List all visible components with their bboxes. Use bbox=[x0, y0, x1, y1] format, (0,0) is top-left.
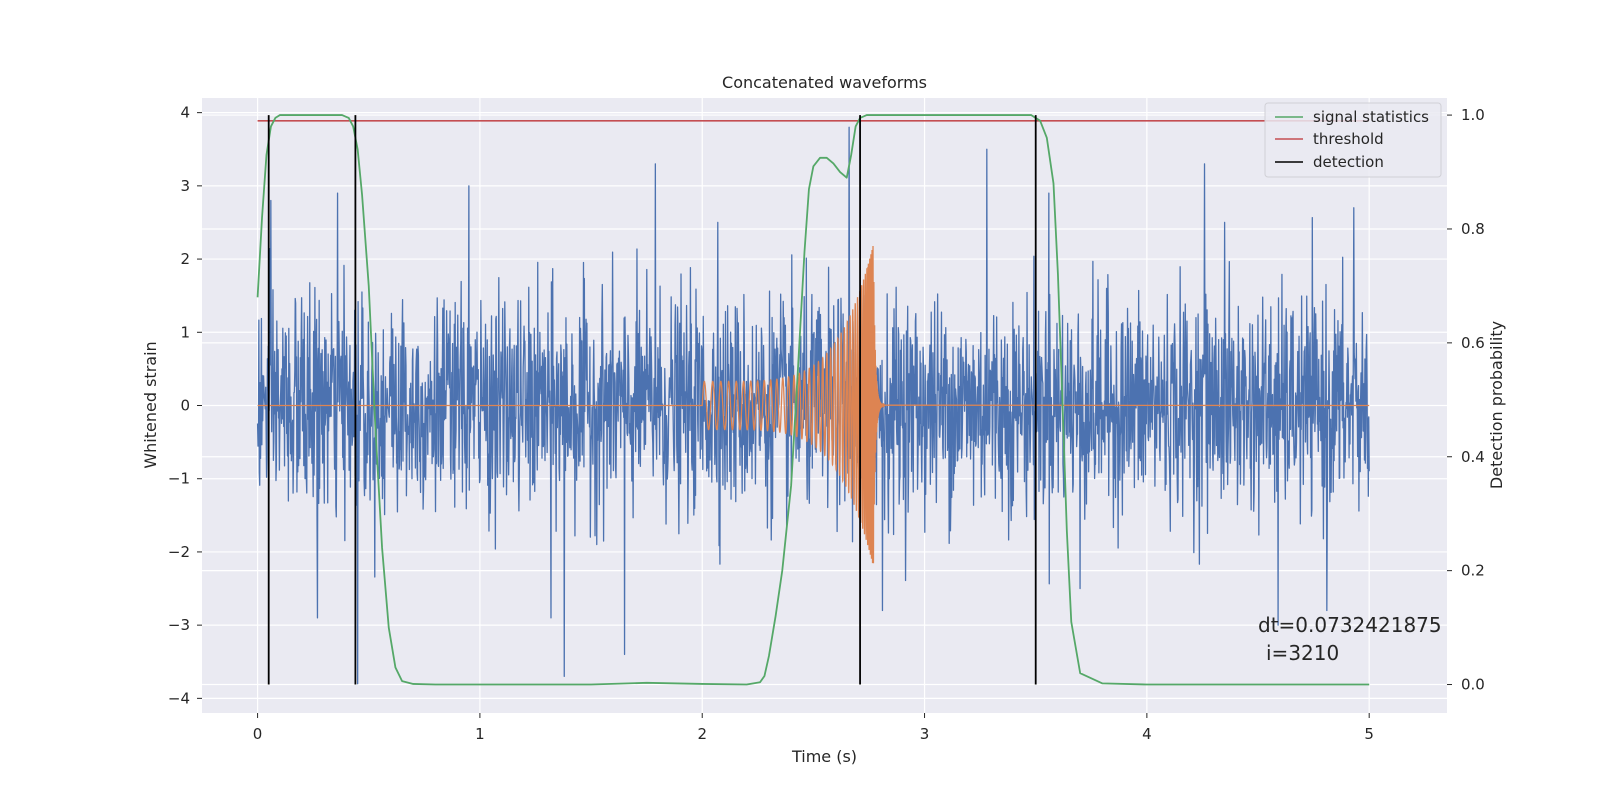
plot-area bbox=[256, 114, 1370, 686]
axes: 0 1 2 3 4 5 −4 −3 −2 −1 0 1 2 3 4 0.0 0.2 0.4 0.6 0.8 1.0 bbox=[168, 104, 1485, 743]
x-tick-label-5: 5 bbox=[1364, 725, 1374, 743]
y-left-tick-label-1: −3 bbox=[168, 616, 190, 634]
y-right-tick-label-0: 0.0 bbox=[1461, 676, 1485, 694]
y-left-tick-label-8: 4 bbox=[180, 104, 190, 122]
legend-label-threshold: threshold bbox=[1313, 130, 1384, 148]
x-tick-label-0: 0 bbox=[253, 725, 263, 743]
y-left-tick-label-0: −4 bbox=[168, 689, 190, 707]
y-left-tick-label-2: −2 bbox=[168, 543, 190, 561]
annotation-dt: dt=0.0732421875 bbox=[1258, 613, 1442, 637]
y-right-tick-label-3: 0.6 bbox=[1461, 334, 1485, 352]
x-axis-label: Time (s) bbox=[791, 747, 857, 766]
y-left-tick-label-3: −1 bbox=[168, 470, 190, 488]
y-axis-label-left: Whitened strain bbox=[141, 341, 160, 468]
y-left-tick-label-5: 1 bbox=[180, 323, 190, 341]
y-axis-label-right: Detection probability bbox=[1487, 321, 1506, 489]
y-right-tick-label-1: 0.2 bbox=[1461, 562, 1485, 580]
y-right-tick-label-5: 1.0 bbox=[1461, 106, 1485, 124]
legend: signal statistics threshold detection bbox=[1264, 102, 1442, 178]
legend-label-detection: detection bbox=[1313, 153, 1384, 171]
series-signal-statistics bbox=[256, 114, 1370, 686]
y-left-tick-label-7: 3 bbox=[180, 177, 190, 195]
y-right-tick-label-4: 0.8 bbox=[1461, 220, 1485, 238]
x-tick-label-4: 4 bbox=[1142, 725, 1152, 743]
y-left-tick-label-6: 2 bbox=[180, 250, 190, 268]
x-tick-label-3: 3 bbox=[920, 725, 930, 743]
x-tick-label-1: 1 bbox=[475, 725, 485, 743]
y-left-tick-label-4: 0 bbox=[180, 397, 190, 415]
x-tick-label-2: 2 bbox=[697, 725, 707, 743]
y-right-tick-label-2: 0.4 bbox=[1461, 448, 1485, 466]
annotation: dt=0.0732421875 i=3210 bbox=[1258, 613, 1442, 665]
legend-label-signal-statistics: signal statistics bbox=[1313, 108, 1429, 126]
annotation-index: i=3210 bbox=[1266, 641, 1339, 665]
series-strain bbox=[256, 126, 1370, 685]
chart-title: Concatenated waveforms bbox=[722, 73, 927, 92]
series-injection bbox=[257, 246, 1370, 564]
legend-box bbox=[1264, 102, 1442, 178]
